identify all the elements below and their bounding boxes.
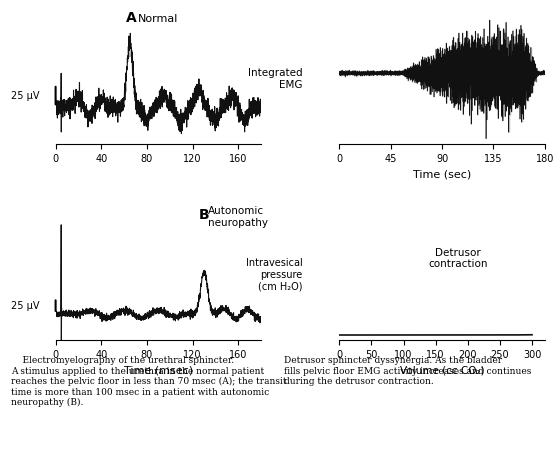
Text: Intravesical
pressure
(cm H₂O): Intravesical pressure (cm H₂O) [246,258,302,291]
X-axis label: Time (msec): Time (msec) [124,365,193,375]
Text: Integrated
EMG: Integrated EMG [247,68,302,90]
Text: 25 μV: 25 μV [11,301,39,311]
Text: A: A [126,10,137,25]
Text: Autonomic
neuropathy: Autonomic neuropathy [207,206,267,228]
Text: B: B [198,208,209,222]
Text: Detrusor sphincter dyssynergia. As the bladder
fills pelvic floor EMG activity i: Detrusor sphincter dyssynergia. As the b… [284,356,531,386]
Text: Detrusor
contraction: Detrusor contraction [429,248,488,270]
Text: Normal: Normal [138,14,178,24]
Text: 25 μV: 25 μV [11,91,39,101]
Text: Electromyelography of the urethral sphincter.
A stimulus applied to the urethra : Electromyelography of the urethral sphin… [11,356,287,407]
X-axis label: Time (sec): Time (sec) [413,170,471,180]
X-axis label: Volume (cc CO₂): Volume (cc CO₂) [400,365,484,375]
